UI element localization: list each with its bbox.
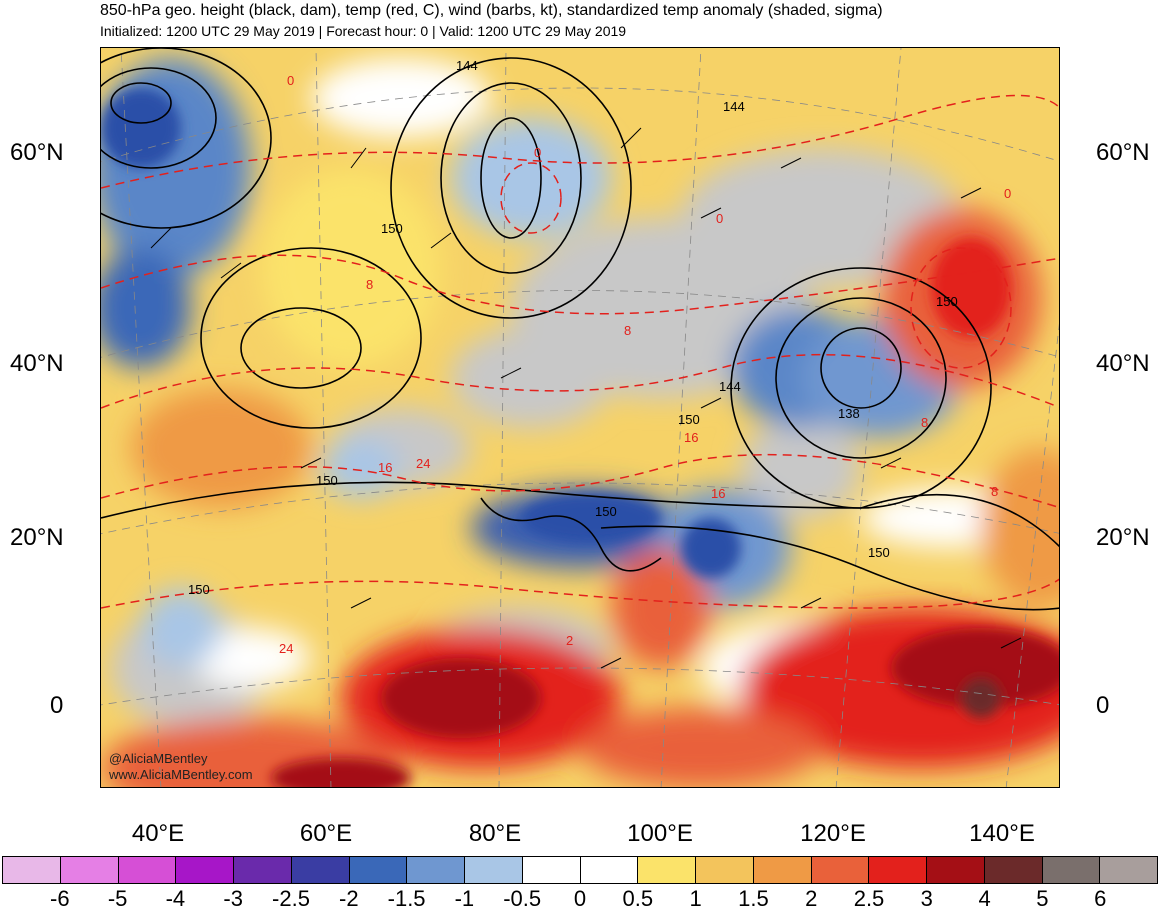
colorbar-swatch <box>60 857 119 883</box>
colorbar-swatch <box>984 857 1043 883</box>
lon-label-80e: 80°E <box>468 820 522 847</box>
colorbar-label: 6 <box>1094 886 1107 911</box>
colorbar-swatch <box>869 857 927 883</box>
temp-label: 0 <box>716 211 723 226</box>
colorbar-label: 0 <box>573 886 587 911</box>
colorbar-label: 4 <box>978 886 991 911</box>
chart-subtitle: Initialized: 1200 UTC 29 May 2019 | Fore… <box>100 23 627 39</box>
colorbar-swatch <box>753 857 812 883</box>
height-label: 144 <box>719 379 741 394</box>
colorbar-label: -5 <box>107 886 128 911</box>
colorbar-swatch <box>1100 857 1157 883</box>
lon-label-60e: 60°E <box>299 820 353 847</box>
colorbar-swatch <box>811 857 870 883</box>
colorbar-swatch <box>349 857 408 883</box>
height-label: 150 <box>188 582 210 597</box>
colorbar-swatch <box>1042 857 1101 883</box>
lat-label-0-left: 0 <box>50 692 64 719</box>
colorbar <box>2 856 1158 884</box>
temp-label: 16 <box>684 430 698 445</box>
lon-label-120e: 120°E <box>800 820 866 847</box>
lat-label-40-left: 40°N <box>10 350 64 377</box>
colorbar-swatch <box>638 857 696 883</box>
temp-label: 8 <box>921 415 928 430</box>
height-label: 150 <box>868 545 890 560</box>
temp-label: 8 <box>366 277 373 292</box>
temperature-contours <box>101 94 1059 609</box>
temp-label: 0 <box>534 145 541 160</box>
colorbar-label: 0.5 <box>622 886 654 911</box>
colorbar-swatch <box>927 857 985 883</box>
lat-label-20-right: 20°N <box>1096 524 1150 551</box>
colorbar-label: -1.5 <box>387 886 426 911</box>
lat-label-20-left: 20°N <box>10 524 64 551</box>
colorbar-label: -0.5 <box>503 886 542 911</box>
colorbar-swatch <box>291 857 350 883</box>
credit-handle: @AliciaMBentley <box>109 751 208 766</box>
colorbar-label: 5 <box>1036 886 1049 911</box>
height-label: 150 <box>678 412 700 427</box>
height-labels: 144 144 150 150 144 150 138 150 150 150 … <box>188 58 958 597</box>
colorbar-label: 1 <box>689 886 702 911</box>
colorbar-label: 2.5 <box>853 886 885 911</box>
colorbar-label: -3 <box>223 886 243 911</box>
colorbar-swatch <box>234 857 292 883</box>
colorbar-swatch <box>522 857 581 883</box>
temp-label: 8 <box>991 484 998 499</box>
colorbar-label: 2 <box>805 886 818 911</box>
temp-labels: 0 0 0 0 8 8 8 16 16 16 24 24 8 2 <box>279 73 1011 656</box>
colorbar-label: -1 <box>454 886 475 911</box>
temp-label: 8 <box>624 323 631 338</box>
height-label: 150 <box>381 221 403 236</box>
lon-label-140e: 140°E <box>969 820 1035 847</box>
height-label: 144 <box>456 58 478 73</box>
temp-label: 0 <box>287 73 294 88</box>
lon-label-40e: 40°E <box>131 820 185 847</box>
lat-label-40-right: 40°N <box>1096 350 1150 377</box>
colorbar-label: 1.5 <box>738 886 769 911</box>
colorbar-swatch <box>696 857 754 883</box>
lat-label-0-right: 0 <box>1096 692 1110 719</box>
graticule <box>101 48 1059 787</box>
colorbar-swatch <box>118 857 177 883</box>
height-label: 138 <box>838 406 860 421</box>
colorbar-label: -6 <box>50 886 70 911</box>
lat-label-60-left: 60°N <box>10 139 64 166</box>
height-contours <box>101 48 1059 611</box>
height-label: 144 <box>723 99 745 114</box>
colorbar-swatch <box>407 857 465 883</box>
colorbar-label: -2 <box>339 886 359 911</box>
colorbar-label: -4 <box>165 886 186 911</box>
temp-label: 0 <box>1004 186 1011 201</box>
wind-barbs <box>150 127 1022 669</box>
height-label: 150 <box>595 504 617 519</box>
temp-label: 24 <box>416 456 430 471</box>
anomaly-map: 144 144 150 150 144 150 138 150 150 150 … <box>101 48 1059 787</box>
colorbar-swatch <box>465 857 523 883</box>
colorbar-swatch <box>3 857 61 883</box>
colorbar-swatch <box>580 857 639 883</box>
height-label: 150 <box>936 294 958 309</box>
chart-title: 850-hPa geo. height (black, dam), temp (… <box>100 2 883 19</box>
colorbar-swatch <box>176 857 234 883</box>
lon-label-100e: 100°E <box>627 820 693 847</box>
credit-website: www.AliciaMBentley.com <box>109 767 253 782</box>
temp-label: 2 <box>566 633 573 648</box>
colorbar-label: 3 <box>920 886 933 911</box>
colorbar-label: -2.5 <box>272 886 310 911</box>
height-label: 150 <box>316 473 338 488</box>
temp-label: 24 <box>279 641 293 656</box>
map-panel: 144 144 150 150 144 150 138 150 150 150 … <box>100 47 1060 788</box>
lat-label-60-right: 60°N <box>1096 139 1150 166</box>
temp-label: 16 <box>711 486 725 501</box>
anomaly-shading-deep <box>101 88 1059 787</box>
temp-label: 16 <box>378 460 392 475</box>
